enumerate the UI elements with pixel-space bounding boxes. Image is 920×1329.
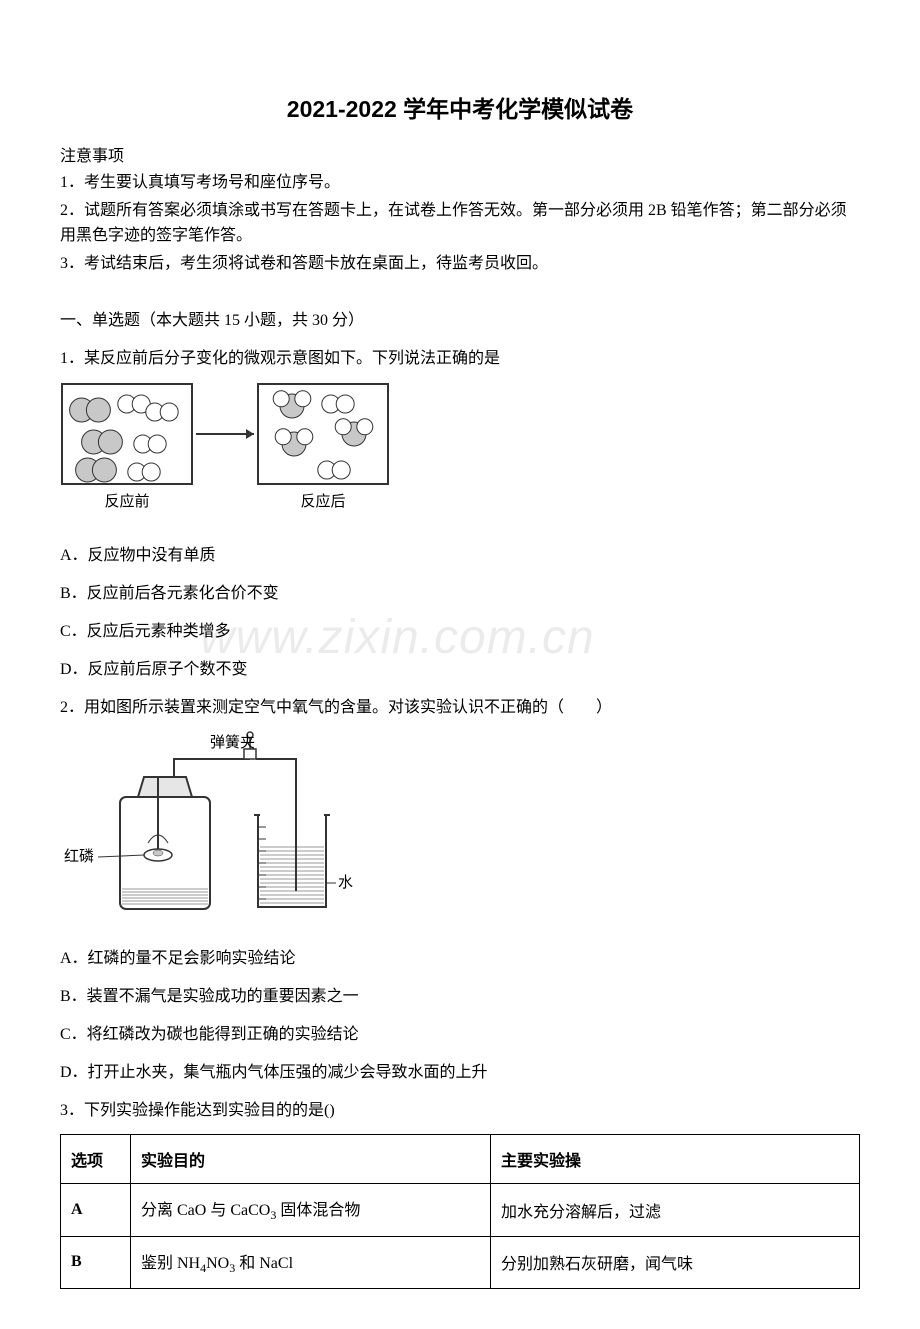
q2-figure: 弹簧夹红磷水 [60,731,860,926]
page-title: 2021-2022 学年中考化学模似试卷 [60,90,860,124]
svg-text:反应前: 反应前 [104,492,149,510]
q2-option-a: A．红磷的量不足会影响实验结论 [60,944,860,968]
q2-option-b: B．装置不漏气是实验成功的重要因素之一 [60,982,860,1006]
q1-stem: 1．某反应前后分子变化的微观示意图如下。下列说法正确的是 [60,344,860,368]
q1-option-b: B．反应前后各元素化合价不变 [60,579,860,603]
notice-item: 3．考试结束后，考生须将试卷和答题卡放在桌面上，待监考员收回。 [60,251,860,277]
q2-option-c: C．将红磷改为碳也能得到正确的实验结论 [60,1020,860,1044]
table-header-op: 主要实验操 [491,1135,860,1184]
table-row-header: 选项 实验目的 主要实验操 [61,1135,860,1184]
notice-item: 2．试题所有答案必须填涂或书写在答题卡上，在试卷上作答无效。第一部分必须用 2B… [60,198,860,249]
section-heading: 一、单选题（本大题共 15 小题，共 30 分） [60,306,860,330]
page: 2021-2022 学年中考化学模似试卷 注意事项 1．考生要认真填写考场号和座… [0,0,920,1329]
q1-option-d: D．反应前后原子个数不变 [60,655,860,679]
svg-text:反应后: 反应后 [300,492,345,510]
table-cell-opt: A [61,1184,131,1236]
table-cell-opt: B [61,1236,131,1288]
q1-figure: 反应前 反应后 [60,382,860,527]
table-cell-goal: 鉴别 NH4NO3 和 NaCl [131,1236,491,1288]
q3-table: 选项 实验目的 主要实验操 A 分离 CaO 与 CaCO3 固体混合物 加水充… [60,1134,860,1288]
table-cell-goal: 分离 CaO 与 CaCO3 固体混合物 [131,1184,491,1236]
q1-option-a: A．反应物中没有单质 [60,541,860,565]
q3-stem: 3．下列实验操作能达到实验目的的是() [60,1096,860,1120]
table-cell-op: 分别加熟石灰研磨，闻气味 [491,1236,860,1288]
table-row: B 鉴别 NH4NO3 和 NaCl 分别加熟石灰研磨，闻气味 [61,1236,860,1288]
svg-text:红磷: 红磷 [64,848,94,865]
svg-text:水: 水 [338,874,353,891]
q2-stem: 2．用如图所示装置来测定空气中氧气的含量。对该实验认识不正确的（ ） [60,693,860,717]
svg-text:弹簧夹: 弹簧夹 [210,734,255,751]
table-row: A 分离 CaO 与 CaCO3 固体混合物 加水充分溶解后，过滤 [61,1184,860,1236]
table-header-goal: 实验目的 [131,1135,491,1184]
notices-heading: 注意事项 [60,142,860,166]
q1-option-c: C．反应后元素种类增多 [60,617,860,641]
notice-item: 1．考生要认真填写考场号和座位序号。 [60,170,860,196]
table-cell-op: 加水充分溶解后，过滤 [491,1184,860,1236]
table-header-opt: 选项 [61,1135,131,1184]
q2-option-d: D．打开止水夹，集气瓶内气体压强的减少会导致水面的上升 [60,1058,860,1082]
